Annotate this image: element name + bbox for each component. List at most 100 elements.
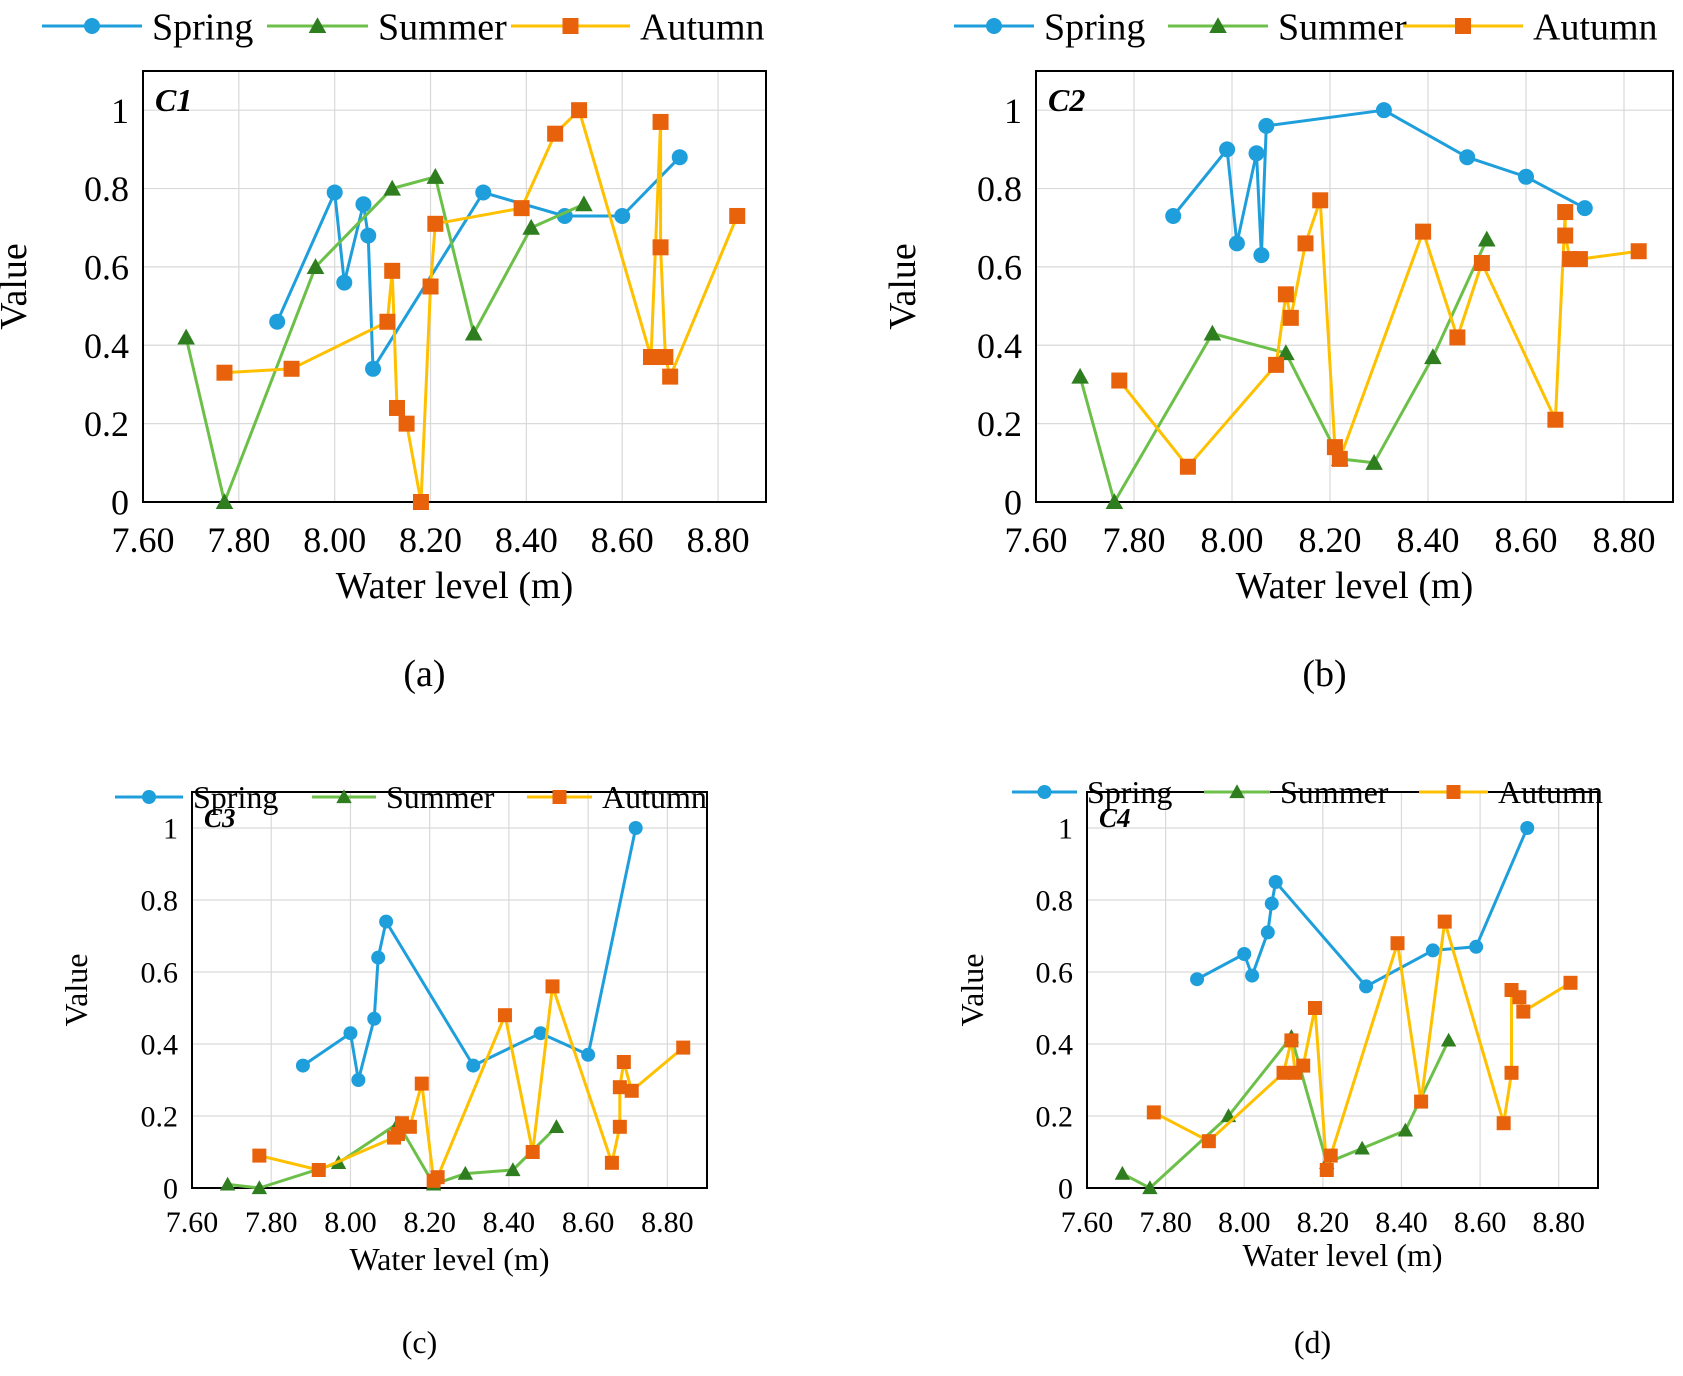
y-axis-title: Value [882, 243, 924, 330]
data-point-spring [1260, 925, 1275, 940]
data-point-autumn [1111, 372, 1128, 389]
legend-marker [1209, 17, 1227, 34]
x-tick-label: 8.80 [641, 1206, 694, 1239]
data-point-spring [1237, 947, 1252, 961]
data-point-autumn [422, 278, 439, 295]
data-point-summer [215, 493, 234, 510]
data-point-spring [1190, 972, 1205, 987]
series-autumn [216, 102, 746, 510]
panel-tag: C3 [204, 803, 236, 833]
data-point-spring [671, 149, 688, 166]
x-tick-label: 8.60 [591, 520, 654, 560]
legend-label: Autumn [640, 6, 765, 48]
data-point-summer [1424, 348, 1442, 365]
series-spring [295, 821, 643, 1087]
data-point-autumn [391, 1127, 405, 1141]
y-tick-label: 0.2 [1036, 1101, 1074, 1134]
plot-area [142, 70, 767, 503]
x-tick-label: 8.40 [1375, 1206, 1428, 1239]
legend-item-autumn: Autumn [1419, 774, 1603, 810]
series-line-spring [302, 827, 638, 1082]
legend-item-spring: Spring [115, 779, 278, 815]
y-tick-label: 0.6 [1036, 957, 1074, 990]
series-line-autumn [224, 108, 739, 504]
data-point-autumn [1414, 1094, 1429, 1109]
data-point-autumn [1504, 1065, 1519, 1080]
legend-item-autumn: Autumn [511, 6, 765, 48]
data-point-autumn [624, 1083, 639, 1098]
data-point-autumn [652, 113, 669, 130]
data-point-autumn [1512, 990, 1527, 1005]
data-point-summer [1365, 454, 1383, 470]
y-tick-label: 1 [1058, 813, 1073, 846]
data-point-autumn [402, 1119, 417, 1134]
series-line-autumn [1153, 920, 1572, 1172]
legend-marker [336, 789, 352, 804]
series-autumn [252, 979, 691, 1188]
data-point-autumn [642, 349, 659, 366]
y-tick-label: 0 [1058, 1173, 1073, 1206]
data-point-summer [1478, 230, 1496, 247]
data-point-autumn [216, 364, 233, 381]
data-point-autumn [1516, 1004, 1531, 1019]
legend-item-spring: Spring [42, 6, 253, 48]
legend-item-summer: Summer [267, 6, 507, 48]
legend-label: Autumn [602, 779, 707, 815]
data-point-spring [1264, 896, 1279, 911]
data-point-spring [466, 1058, 481, 1073]
x-tick-label: 8.60 [562, 1206, 615, 1239]
data-point-autumn [398, 415, 415, 432]
data-point-autumn [547, 125, 564, 142]
data-point-spring [581, 1047, 596, 1062]
legend-item-spring: Spring [954, 6, 1145, 48]
data-point-autumn [1630, 243, 1647, 260]
data-point-autumn [604, 1155, 619, 1170]
x-tick-label: 8.00 [1218, 1206, 1271, 1239]
legend: Spring Summer Autumn [954, 6, 1658, 48]
data-point-autumn [1297, 235, 1314, 252]
data-point-spring [1520, 821, 1535, 835]
x-tick-label: 7.80 [1139, 1206, 1192, 1239]
legend-item-summer: Summer [1168, 6, 1407, 48]
data-point-spring [326, 184, 343, 201]
data-point-autumn [1557, 227, 1574, 244]
x-tick-label: 8.20 [1299, 520, 1362, 560]
data-point-autumn [1276, 1065, 1291, 1080]
x-tick-label: 8.80 [687, 520, 750, 560]
data-point-spring [1253, 247, 1270, 264]
data-point-autumn [252, 1148, 267, 1163]
data-point-spring [1248, 145, 1265, 162]
legend-item-summer: Summer [1204, 774, 1389, 810]
x-tick-label: 7.60 [1005, 520, 1068, 560]
y-tick-label: 0.2 [977, 404, 1022, 444]
data-point-spring [1228, 235, 1245, 252]
data-point-spring [295, 1058, 310, 1073]
x-tick-label: 8.40 [483, 1206, 536, 1239]
panel-label: (a) [403, 653, 445, 695]
data-point-spring [336, 274, 353, 291]
y-tick-label: 0.4 [84, 326, 129, 366]
data-point-spring [1375, 102, 1392, 119]
data-point-summer [306, 258, 325, 274]
series-line-spring [1196, 827, 1529, 988]
data-point-summer [1203, 324, 1222, 341]
data-point-spring [1359, 979, 1374, 994]
legend-item-spring: Spring [1012, 774, 1172, 810]
plot-area [191, 791, 708, 1189]
data-point-autumn [616, 1055, 631, 1069]
legend-label: Autumn [1533, 6, 1658, 48]
data-point-autumn [1415, 223, 1432, 240]
data-point-autumn [545, 979, 560, 994]
series-spring [1165, 102, 1593, 264]
data-point-summer [522, 218, 540, 235]
series-summer [1071, 230, 1496, 510]
series-summer [177, 167, 593, 510]
data-point-spring [371, 950, 386, 965]
chart-panel-3: 0 0.2 0.4 0.6 0.8 1 7.60 7.80 8.00 8.20 8.40 8.60 8.… [58, 779, 708, 1360]
data-point-autumn [1312, 192, 1329, 209]
data-point-autumn [1437, 914, 1452, 929]
data-point-summer [548, 1119, 565, 1133]
data-point-summer [1105, 493, 1124, 510]
data-point-autumn [1146, 1105, 1161, 1120]
